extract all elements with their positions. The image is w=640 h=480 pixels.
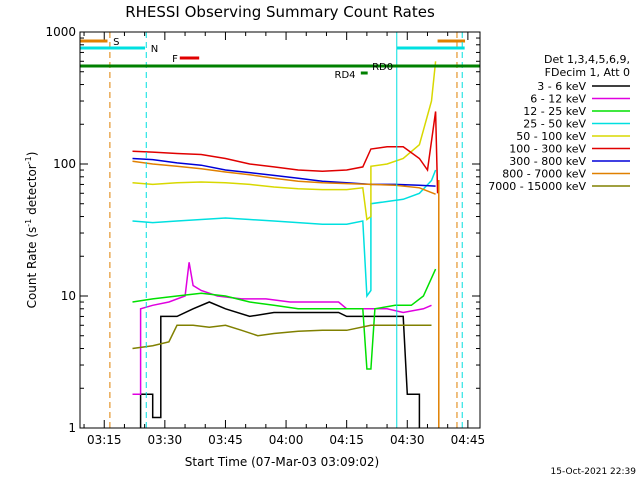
legend-label: 300 - 800 keV	[509, 155, 586, 168]
annotation-label-s: S	[113, 37, 119, 48]
legend-label: 800 - 7000 keV	[502, 168, 586, 181]
annotation-label-rd0: RD0	[372, 62, 393, 73]
series-layer	[132, 61, 439, 428]
legend-label: 12 - 25 keV	[523, 105, 586, 118]
x-tick-label: 03:30	[148, 433, 183, 447]
x-tick-label: 03:15	[87, 433, 122, 447]
footer-date: 15-Oct-2021 22:39	[551, 467, 637, 477]
y-tick-label: 100	[53, 157, 76, 171]
x-tick-label: 04:00	[269, 433, 304, 447]
series-line-3	[132, 268, 437, 370]
legend-label: 6 - 12 keV	[530, 93, 586, 106]
legend-label: 25 - 50 keV	[523, 118, 586, 131]
y-axis-label-sup1: -1	[24, 219, 33, 227]
plot-frame	[79, 31, 481, 429]
x-tick-label: 04:45	[451, 433, 486, 447]
legend-label: 50 - 100 keV	[516, 130, 586, 143]
y-tick-label: 10	[61, 289, 76, 303]
legend-header-2: FDecim 1, Att 0	[545, 66, 630, 79]
y-tick-label: 1	[68, 421, 76, 435]
legend-label: 100 - 300 keV	[509, 143, 586, 156]
series-line-1	[139, 301, 421, 428]
annotation-label-f: F	[172, 54, 178, 65]
y-axis-label: Count Rate (s-1 detector-1)	[24, 152, 39, 309]
y-axis-label-mid: detector	[25, 164, 39, 219]
x-axis-label: Start Time (07-Mar-03 03:09:02)	[185, 455, 379, 469]
series-line-6	[132, 111, 439, 194]
series-line-8	[132, 160, 436, 195]
x-tick-label: 03:45	[208, 433, 243, 447]
legend-header-1: Det 1,3,4,5,6,9,	[544, 53, 630, 66]
annotation-label-rd4: RD4	[335, 70, 356, 81]
axis-ticks: 03:15 03:30 03:45 04:00 04:15 04:30 04:45 1 10 10…	[45, 25, 485, 447]
series-line-4	[132, 169, 437, 299]
annotation-layer: S N F RD0 RD4	[80, 32, 480, 428]
legend-label: 7000 - 15000 keV	[488, 180, 586, 193]
chart-title: RHESSI Observing Summary Count Rates	[125, 3, 435, 21]
legend-label: 3 - 6 keV	[537, 80, 586, 93]
y-axis-label-end: )	[25, 152, 39, 157]
x-tick-label: 04:15	[329, 433, 364, 447]
x-tick-label: 04:30	[390, 433, 425, 447]
series-line-5	[132, 61, 437, 221]
annotation-label-n: N	[151, 44, 158, 55]
y-tick-label: 1000	[45, 25, 76, 39]
series-line-9	[132, 324, 432, 350]
y-axis-label-main: Count Rate (s	[25, 227, 39, 309]
y-axis-label-sup2: -1	[24, 156, 33, 164]
